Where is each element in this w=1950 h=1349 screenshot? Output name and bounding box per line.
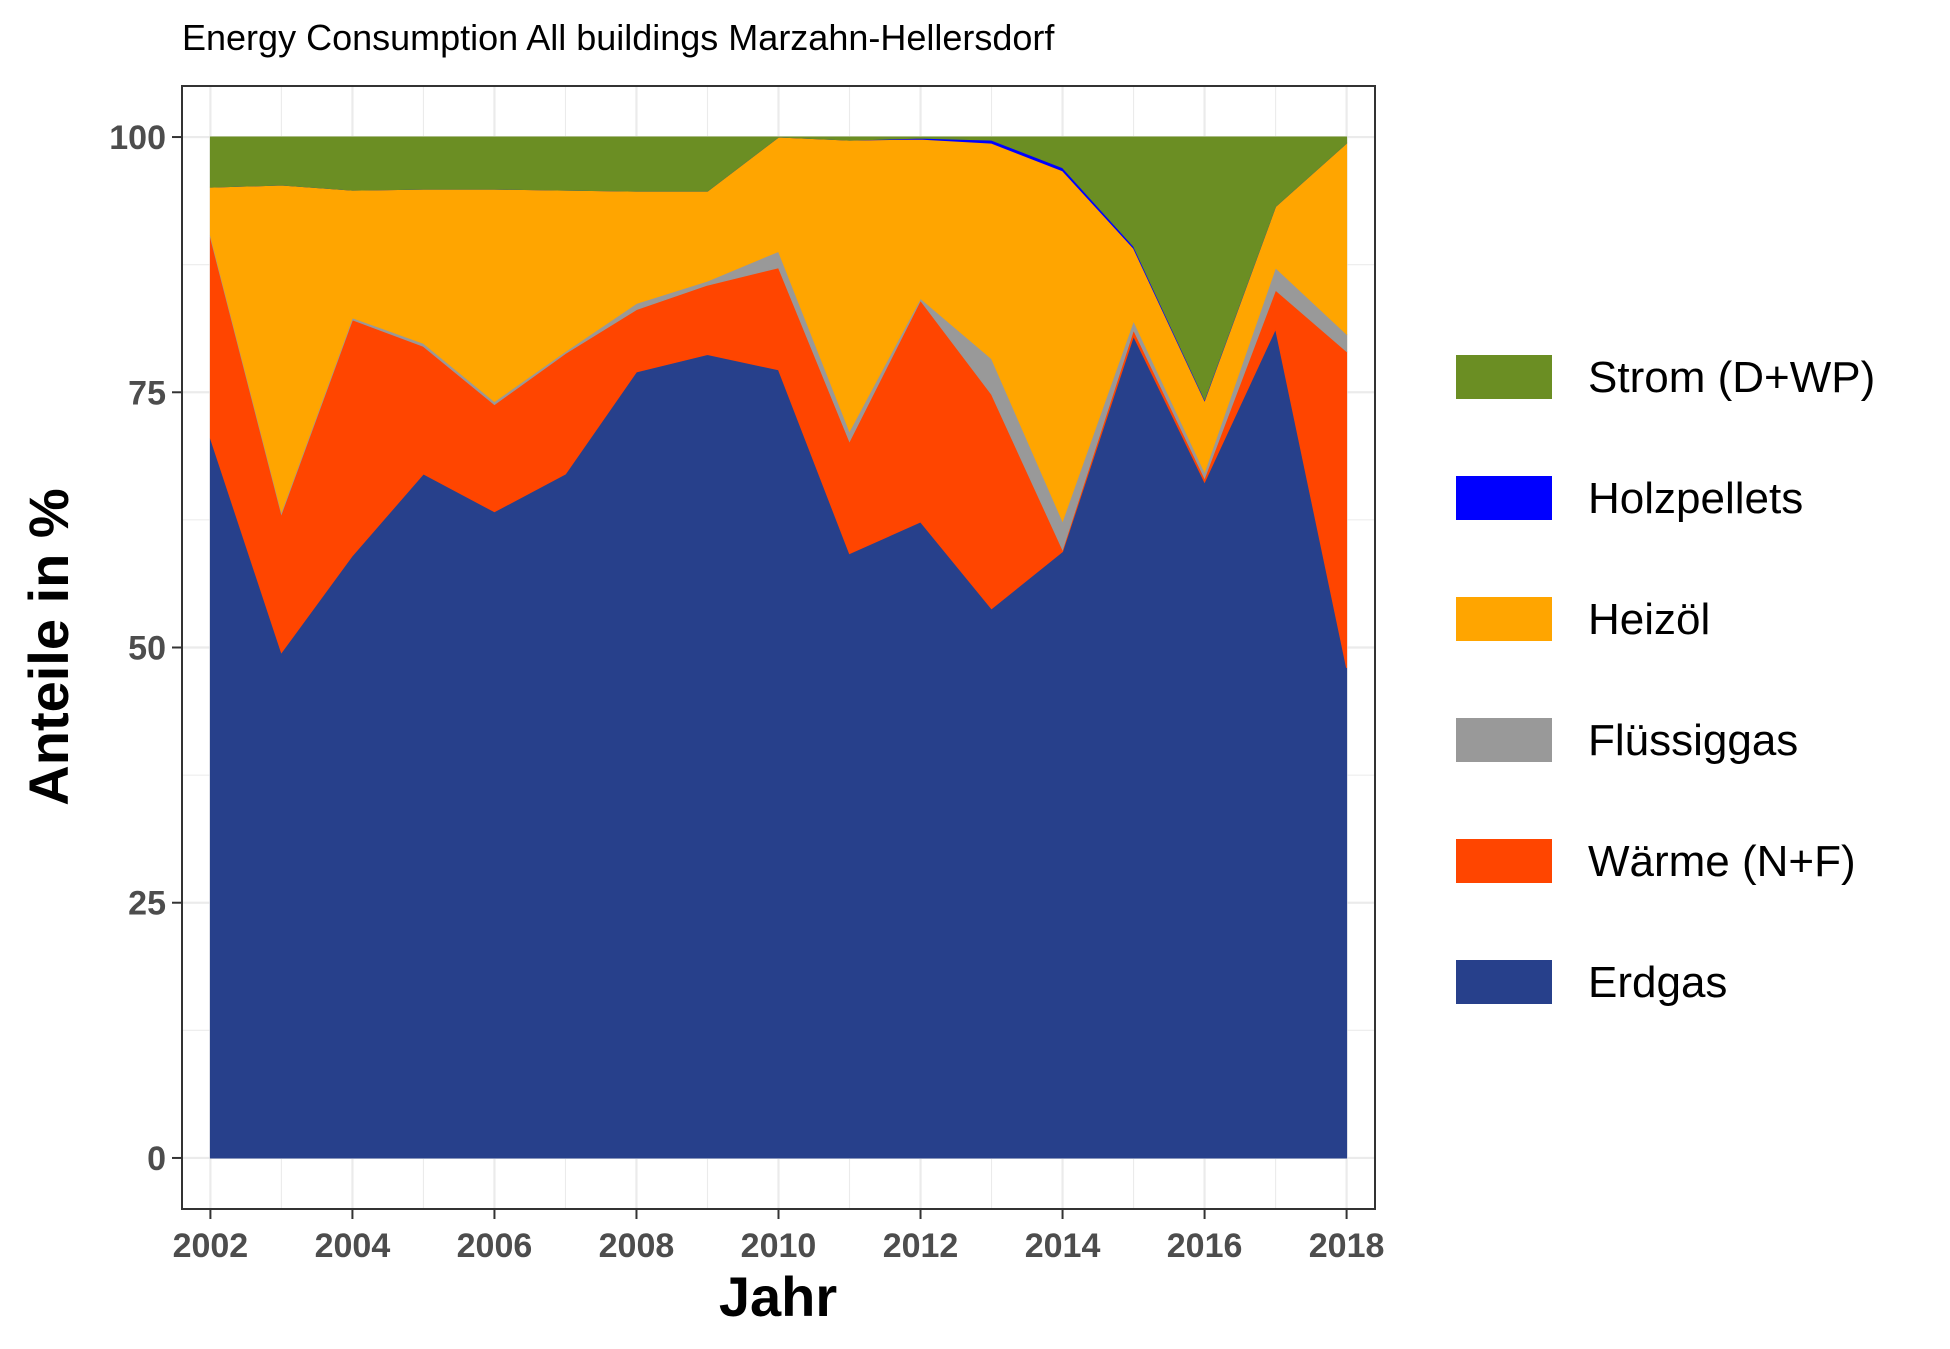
x-tick-label: 2008 [599, 1227, 675, 1265]
legend-item-holzpellets: Holzpellets [1456, 474, 1803, 523]
legend-key [1456, 355, 1552, 399]
area-layers [209, 136, 1348, 1159]
legend-label: Erdgas [1588, 958, 1727, 1007]
chart-title: Energy Consumption All buildings Marzahn… [182, 17, 1055, 58]
legend-item-fl-ssiggas: Flüssiggas [1456, 716, 1798, 765]
y-axis-title: Anteile in % [17, 488, 80, 805]
legend-item-strom-d-wp: Strom (D+WP) [1456, 353, 1875, 402]
legend-key [1456, 718, 1552, 762]
legend-item-erdgas: Erdgas [1456, 958, 1727, 1007]
x-tick-label: 2002 [173, 1227, 249, 1265]
x-tick-label: 2014 [1025, 1227, 1101, 1265]
legend-label: Holzpellets [1588, 474, 1803, 523]
y-tick-label: 0 [147, 1140, 166, 1178]
legend-key [1456, 597, 1552, 641]
legend-key [1456, 960, 1552, 1004]
area-strom-d-wp [209, 136, 1348, 401]
y-tick-label: 75 [128, 374, 166, 412]
x-tick-label: 2006 [457, 1227, 533, 1265]
legend-label: Wärme (N+F) [1588, 837, 1856, 886]
y-tick-label: 25 [128, 885, 166, 923]
axis-ticks: 0 25 50 75 100 2002 2004 2006 2008 2010 2012 2014 20… [109, 119, 1384, 1265]
x-axis-title: Jahr [719, 1265, 837, 1328]
x-tick-label: 2012 [883, 1227, 959, 1265]
legend-label: Strom (D+WP) [1588, 353, 1875, 402]
legend-label: Heizöl [1588, 595, 1710, 644]
legend-item-heiz-l: Heizöl [1456, 595, 1710, 644]
x-tick-label: 2018 [1309, 1227, 1385, 1265]
y-tick-label: 100 [109, 119, 166, 157]
legend: Strom (D+WP) Holzpellets Heizöl Flüssiggas W… [1456, 353, 1875, 1007]
x-tick-label: 2004 [315, 1227, 391, 1265]
legend-label: Flüssiggas [1588, 716, 1798, 765]
x-tick-label: 2016 [1167, 1227, 1243, 1265]
x-tick-label: 2010 [741, 1227, 817, 1265]
legend-key [1456, 476, 1552, 520]
legend-item-w-rme-n-f: Wärme (N+F) [1456, 837, 1856, 886]
y-tick-label: 50 [128, 630, 166, 668]
legend-key [1456, 839, 1552, 883]
